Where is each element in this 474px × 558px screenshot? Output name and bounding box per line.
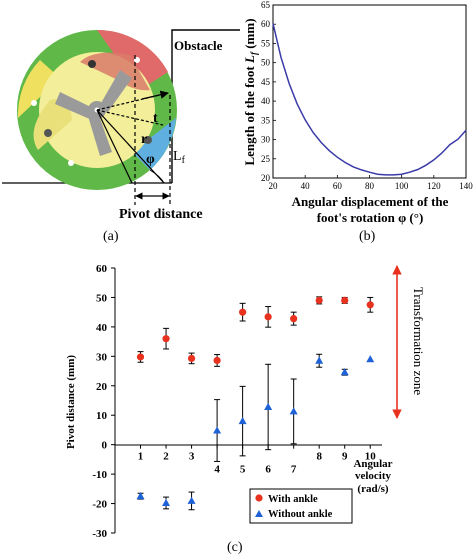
b-y-tick-label: 30 [261,135,271,145]
c-x-tick-label: 8 [316,451,322,463]
with-ankle-point [315,296,323,304]
phi-label: φ [146,152,155,167]
b-x-tick-label: 20 [269,181,279,191]
with-ankle-point [239,308,247,316]
b-y-tick-label: 35 [261,115,271,125]
without-ankle-point [366,355,375,363]
with-ankle-point [213,356,221,365]
c-y-tick-label: -20 [92,499,107,511]
without-ankle-point [238,416,247,425]
without-ankle-point [187,496,196,504]
c-y-tick-label: -10 [92,469,107,481]
b-x-axis-label-line1: Angular displacement of the [292,194,449,209]
pivot-distance-label: Pivot distance [119,207,203,222]
caption-c: (c) [227,540,243,555]
b-y-tick-label: 45 [261,77,271,87]
b-x-tick-label: 60 [333,181,343,191]
legend-with-ankle-label: With ankle [268,494,318,505]
with-ankle-point [264,313,272,321]
caption-a: (a) [103,229,119,244]
with-ankle-point [366,301,374,309]
t-label: t [153,111,158,126]
c-x-tick-label: 3 [189,451,195,463]
b-y-tick-label: 55 [261,38,271,48]
b-y-tick-label: 25 [261,154,271,164]
b-y-axis-label: Length of the foot Lf (mm) [242,18,259,165]
b-x-tick-label: 40 [301,181,311,191]
r-label: r [141,132,147,147]
panel-c-chart: -30 -20 -10 0 10 20 30 40 50 60 1 2 3 4 5 6 7 8 9 10 Pivot… [65,263,426,555]
with-ankle-point [162,335,170,343]
b-y-tick-label: 65 [261,0,271,10]
c-x-tick-label: 4 [214,464,220,476]
b-y-tick-label: 20 [261,173,271,183]
without-ankle-point [213,426,222,434]
legend-without-ankle-label: Without ankle [268,509,333,520]
b-x-tick-label: 120 [427,181,441,191]
c-y-tick-label: 0 [102,440,108,452]
legend [249,488,353,524]
without-ankle-point [315,356,324,364]
without-ankle-point [340,368,349,376]
c-x-tick-label: 1 [138,451,144,463]
c-x-tick-label: 7 [291,464,297,476]
b-y-tick-label: 40 [261,96,271,106]
lf-label: Lf [173,149,186,166]
c-y-tick-label: 10 [96,410,108,422]
with-ankle-point [290,315,298,323]
b-x-axis-label-line2: foot's rotation φ (°) [317,210,424,225]
c-y-tick-label: -30 [92,528,107,540]
c-x-axis-label-2: velocity [355,470,392,482]
obstacle-label: Obstacle [174,38,223,53]
transformation-zone-label: Transformation zone [411,287,426,395]
panel-a-diagram: Obstacle t r φ Lf Pivot distance [2,29,240,244]
with-ankle-point [341,296,349,304]
c-x-tick-label: 10 [365,451,377,463]
without-ankle-point [162,498,171,506]
c-x-tick-label: 6 [265,464,271,476]
legend-with-ankle-marker [255,494,263,502]
c-y-tick-label: 40 [96,322,108,334]
caption-b: (b) [359,229,376,244]
c-y-tick-label: 50 [96,292,108,304]
c-y-tick-label: 60 [96,263,108,275]
panel-b-chart: 20 25 30 35 40 45 50 55 60 65 20 40 60 80 100 120 140 L… [242,0,473,244]
c-x-tick-label: 5 [240,464,246,476]
c-x-axis-label-3: (rad/s) [357,483,389,495]
legend-without-ankle-marker [255,510,263,517]
b-x-tick-label: 100 [395,181,409,191]
with-ankle-point [187,354,196,362]
b-x-tick-label: 80 [365,181,375,191]
c-y-axis-label: Pivot distance (mm) [65,355,77,449]
c-y-tick-label: 30 [96,351,108,363]
c-x-axis-label-1: Angular [353,458,392,470]
c-x-tick-label: 9 [342,451,348,463]
plot-frame-b [272,4,467,179]
foot-length-curve [272,23,467,176]
without-ankle-point [136,491,145,500]
b-y-tick-label: 60 [261,19,271,29]
without-ankle-point [264,402,273,410]
b-y-tick-label: 50 [261,58,271,68]
b-x-tick-label: 140 [459,181,473,191]
c-x-tick-label: 2 [163,451,169,463]
without-ankle-point [289,407,298,415]
c-y-tick-label: 20 [96,381,108,393]
with-ankle-point [136,353,145,361]
